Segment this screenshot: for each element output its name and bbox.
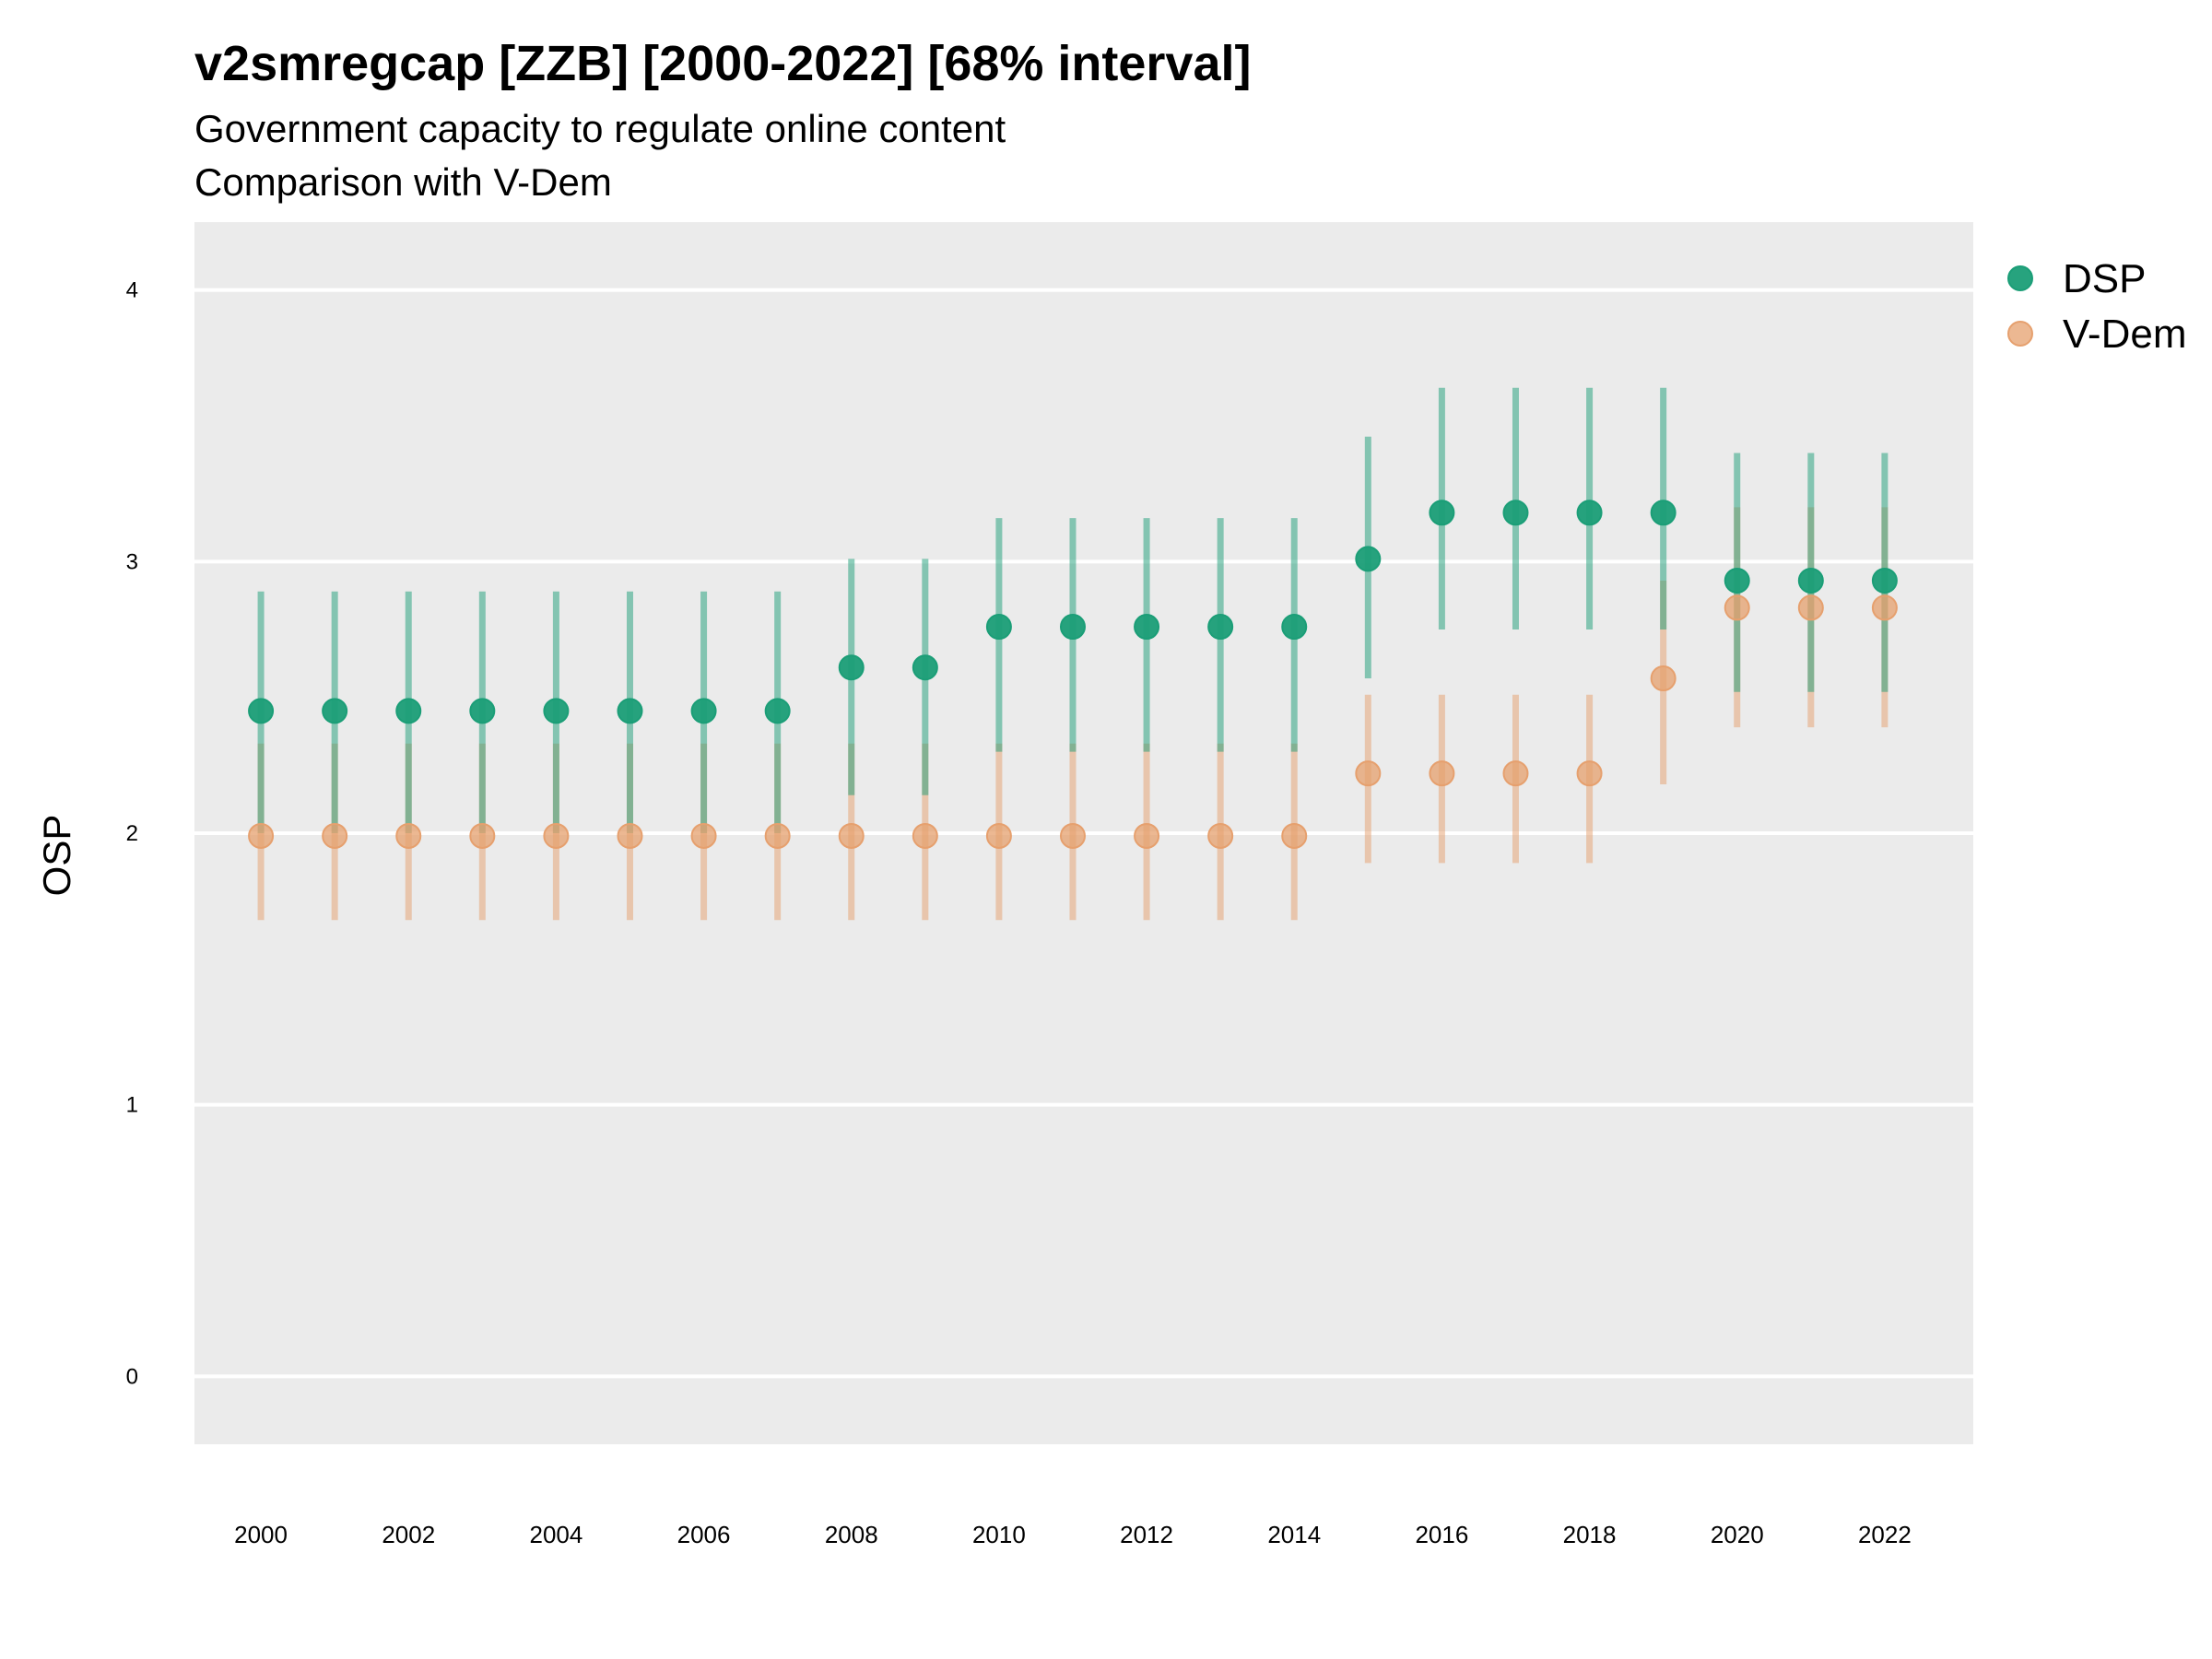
dsp-point bbox=[1207, 614, 1234, 641]
x-tick-label: 2006 bbox=[677, 1521, 731, 1548]
x-tick-label: 2008 bbox=[825, 1521, 878, 1548]
x-tick-label: 2018 bbox=[1563, 1521, 1617, 1548]
dsp-point bbox=[1355, 546, 1382, 572]
y-tick-label: 2 bbox=[126, 821, 138, 846]
dsp-point bbox=[248, 698, 275, 724]
x-tick-label: 2022 bbox=[1858, 1521, 1912, 1548]
vdem-point bbox=[248, 822, 275, 849]
dsp-point bbox=[1281, 614, 1308, 641]
legend-label: DSP bbox=[2063, 256, 2146, 301]
vdem-point bbox=[1650, 665, 1677, 692]
vdem-point bbox=[322, 822, 348, 849]
vdem-point bbox=[1134, 822, 1160, 849]
y-tick-label: 3 bbox=[126, 549, 138, 574]
x-tick-label: 2016 bbox=[1415, 1521, 1468, 1548]
vdem-point bbox=[1871, 594, 1898, 621]
x-tick-label: 2020 bbox=[1711, 1521, 1764, 1548]
vdem-point bbox=[543, 822, 570, 849]
dsp-point bbox=[1797, 567, 1824, 594]
x-tick-label: 2002 bbox=[382, 1521, 435, 1548]
dsp-point bbox=[912, 654, 938, 681]
dsp-point bbox=[1502, 500, 1529, 526]
chart-subtitle: Government capacity to regulate online c… bbox=[194, 107, 1006, 150]
vdem-point bbox=[1355, 760, 1382, 787]
legend-item-dsp[interactable]: DSP bbox=[2007, 256, 2146, 301]
y-tick-label: 4 bbox=[126, 278, 138, 303]
dsp-point bbox=[1576, 500, 1603, 526]
legend-item-vdem[interactable]: V-Dem bbox=[2007, 312, 2186, 357]
dsp-point bbox=[322, 698, 348, 724]
dsp-point bbox=[838, 654, 865, 681]
dsp-point bbox=[764, 698, 791, 724]
x-tick-label: 2014 bbox=[1267, 1521, 1321, 1548]
dsp-point bbox=[617, 698, 643, 724]
dsp-point bbox=[1724, 567, 1750, 594]
x-tick-label: 2000 bbox=[234, 1521, 288, 1548]
vdem-point bbox=[1059, 822, 1086, 849]
legend[interactable]: DSP V-Dem bbox=[2007, 256, 2186, 357]
y-tick-label: 0 bbox=[126, 1364, 138, 1389]
vdem-point bbox=[469, 822, 496, 849]
grid-lines bbox=[194, 288, 1973, 1379]
dsp-point bbox=[690, 698, 717, 724]
dsp-point bbox=[1650, 500, 1677, 526]
vdem-point bbox=[838, 822, 865, 849]
vdem-point bbox=[1724, 594, 1750, 621]
chart-subtitle-comparison: Comparison with V-Dem bbox=[194, 160, 612, 204]
dsp-point bbox=[1871, 567, 1898, 594]
x-tick-label: 2012 bbox=[1120, 1521, 1173, 1548]
vdem-point bbox=[395, 822, 422, 849]
legend-label: V-Dem bbox=[2063, 312, 2186, 357]
vdem-points bbox=[248, 594, 1898, 849]
dsp-points bbox=[248, 500, 1898, 724]
dsp-point bbox=[543, 698, 570, 724]
vdem-point bbox=[617, 822, 643, 849]
vdem-point bbox=[912, 822, 938, 849]
dsp-point bbox=[1429, 500, 1455, 526]
vdem-point bbox=[985, 822, 1012, 849]
y-axis-label: OSP bbox=[35, 815, 78, 897]
vdem-point bbox=[1797, 594, 1824, 621]
y-tick-label: 1 bbox=[126, 1093, 138, 1118]
x-axis-ticks: 2000 2002 2004 2006 2008 2010 2012 2014 2016 2018… bbox=[234, 1521, 1912, 1548]
vdem-point bbox=[690, 822, 717, 849]
vdem-point bbox=[1281, 822, 1308, 849]
x-tick-label: 2010 bbox=[972, 1521, 1026, 1548]
dsp-point bbox=[1134, 614, 1160, 641]
dsp-point bbox=[985, 614, 1012, 641]
vdem-point bbox=[1207, 822, 1234, 849]
vdem-point bbox=[1502, 760, 1529, 787]
vdem-point bbox=[1576, 760, 1603, 787]
y-axis-ticks: 0 1 2 3 4 bbox=[126, 278, 138, 1390]
legend-key bbox=[2007, 265, 2033, 291]
x-tick-label: 2004 bbox=[529, 1521, 582, 1548]
dsp-point bbox=[469, 698, 496, 724]
dsp-point bbox=[1059, 614, 1086, 641]
chart-title: v2smregcap [ZZB] [2000-2022] [68% interv… bbox=[194, 36, 1252, 91]
legend-key bbox=[2007, 321, 2033, 347]
vdem-point bbox=[764, 822, 791, 849]
dsp-point bbox=[395, 698, 422, 724]
vdem-point bbox=[1429, 760, 1455, 787]
